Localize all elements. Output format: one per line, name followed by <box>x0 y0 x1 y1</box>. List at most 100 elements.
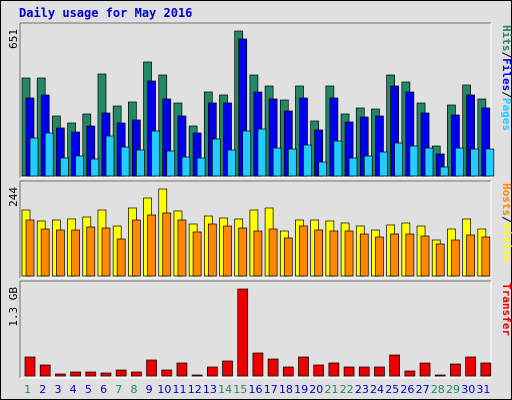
day-label-15: 15 <box>233 383 247 396</box>
bar-hosts-day-27 <box>420 235 430 277</box>
bar-hosts-day-3 <box>56 229 65 277</box>
bar-pages-day-31 <box>485 148 495 177</box>
day-label-10: 10 <box>157 383 171 396</box>
bar-transfer-day-12 <box>191 374 203 377</box>
bar-transfer-day-13 <box>206 366 218 377</box>
bar-hosts-day-5 <box>86 226 96 277</box>
right-label-part: Hits <box>500 25 512 52</box>
bar-pages-day-15 <box>242 130 252 177</box>
day-label-5: 5 <box>85 383 92 396</box>
day-label-23: 23 <box>355 383 369 396</box>
bar-hosts-day-9 <box>147 214 156 277</box>
bar-pages-day-10 <box>166 150 176 177</box>
day-label-25: 25 <box>385 383 399 396</box>
bar-hosts-day-17 <box>268 228 278 277</box>
bar-pages-day-11 <box>181 156 191 177</box>
bar-transfer-day-30 <box>465 356 476 377</box>
bar-hosts-day-10 <box>162 212 172 277</box>
bar-hosts-day-26 <box>405 233 415 277</box>
bar-transfer-day-27 <box>419 362 431 377</box>
bar-pages-day-29 <box>455 147 464 177</box>
bar-hosts-day-30 <box>466 234 475 277</box>
day-label-29: 29 <box>446 383 460 396</box>
day-label-30: 30 <box>461 383 475 396</box>
right-axis-label-1: Hosts/Visits <box>500 183 512 263</box>
day-label-14: 14 <box>218 383 232 396</box>
bar-pages-day-12 <box>196 157 206 177</box>
bar-pages-day-30 <box>470 148 479 177</box>
bar-hosts-day-1 <box>25 219 35 277</box>
bar-transfer-day-7 <box>115 369 127 377</box>
bar-pages-day-20 <box>318 161 328 177</box>
bar-pages-day-1 <box>29 137 39 177</box>
right-label-part: / <box>500 216 512 223</box>
bar-hosts-day-15 <box>238 227 248 277</box>
bar-pages-day-6 <box>105 135 115 177</box>
bar-pages-day-26 <box>409 145 419 177</box>
bar-pages-day-3 <box>60 157 69 177</box>
bar-hosts-day-21 <box>329 230 339 277</box>
bar-transfer-day-4 <box>70 371 81 377</box>
bar-transfer-day-25 <box>389 354 400 377</box>
bar-transfer-day-28 <box>434 374 446 377</box>
bar-pages-day-9 <box>151 130 160 177</box>
day-label-13: 13 <box>203 383 217 396</box>
day-label-8: 8 <box>130 383 137 396</box>
bar-transfer-day-5 <box>85 371 97 377</box>
bar-transfer-day-2 <box>39 364 51 377</box>
bar-transfer-day-17 <box>267 358 279 377</box>
bar-hosts-day-31 <box>481 236 491 277</box>
y-max-label-1: 244 <box>7 187 20 207</box>
right-label-part: Files <box>500 58 512 91</box>
bar-pages-day-16 <box>257 128 267 177</box>
day-label-3: 3 <box>54 383 61 396</box>
bar-hosts-day-7 <box>116 238 126 277</box>
day-label-4: 4 <box>70 383 77 396</box>
right-label-part: Visits <box>500 223 512 263</box>
bar-hosts-day-14 <box>223 225 232 277</box>
day-label-2: 2 <box>39 383 46 396</box>
bar-transfer-day-18 <box>282 366 294 377</box>
bar-transfer-day-31 <box>480 362 492 377</box>
bar-pages-day-8 <box>136 149 145 177</box>
day-label-19: 19 <box>294 383 308 396</box>
bar-pages-day-24 <box>379 151 388 177</box>
bar-transfer-day-24 <box>374 366 385 377</box>
bar-hosts-day-24 <box>375 236 384 277</box>
bar-hosts-day-13 <box>207 223 217 277</box>
bar-transfer-day-9 <box>146 359 157 377</box>
bar-hosts-day-12 <box>192 231 202 277</box>
bar-pages-day-18 <box>287 148 297 177</box>
y-max-label-0: 651 <box>7 29 20 49</box>
right-label-part: Pages <box>500 98 512 131</box>
right-axis-label-2: Transfer <box>500 283 512 336</box>
bar-pages-day-13 <box>211 138 221 177</box>
day-label-11: 11 <box>173 383 187 396</box>
bar-pages-day-28 <box>439 166 449 177</box>
bar-hosts-day-28 <box>435 243 445 277</box>
bar-transfer-day-16 <box>252 352 264 377</box>
bar-hosts-day-4 <box>71 229 80 277</box>
right-label-part: / <box>500 52 512 59</box>
day-label-26: 26 <box>400 383 414 396</box>
bar-pages-day-27 <box>424 147 434 177</box>
day-label-18: 18 <box>279 383 293 396</box>
bar-transfer-day-1 <box>24 356 36 377</box>
day-label-16: 16 <box>249 383 263 396</box>
bar-hosts-day-20 <box>314 229 324 277</box>
bar-pages-day-7 <box>120 146 130 177</box>
day-label-21: 21 <box>324 383 338 396</box>
bar-pages-day-14 <box>227 149 236 177</box>
bar-pages-day-21 <box>333 140 343 177</box>
bar-transfer-day-22 <box>343 366 355 377</box>
right-label-part: Transfer <box>500 283 512 336</box>
bar-hosts-day-11 <box>177 219 187 277</box>
day-label-17: 17 <box>264 383 278 396</box>
bar-transfer-day-8 <box>131 371 142 377</box>
bar-hosts-day-29 <box>451 239 460 277</box>
day-label-27: 27 <box>416 383 430 396</box>
bar-transfer-day-26 <box>404 370 416 377</box>
bar-transfer-day-21 <box>328 362 340 377</box>
bar-pages-day-23 <box>363 155 373 177</box>
